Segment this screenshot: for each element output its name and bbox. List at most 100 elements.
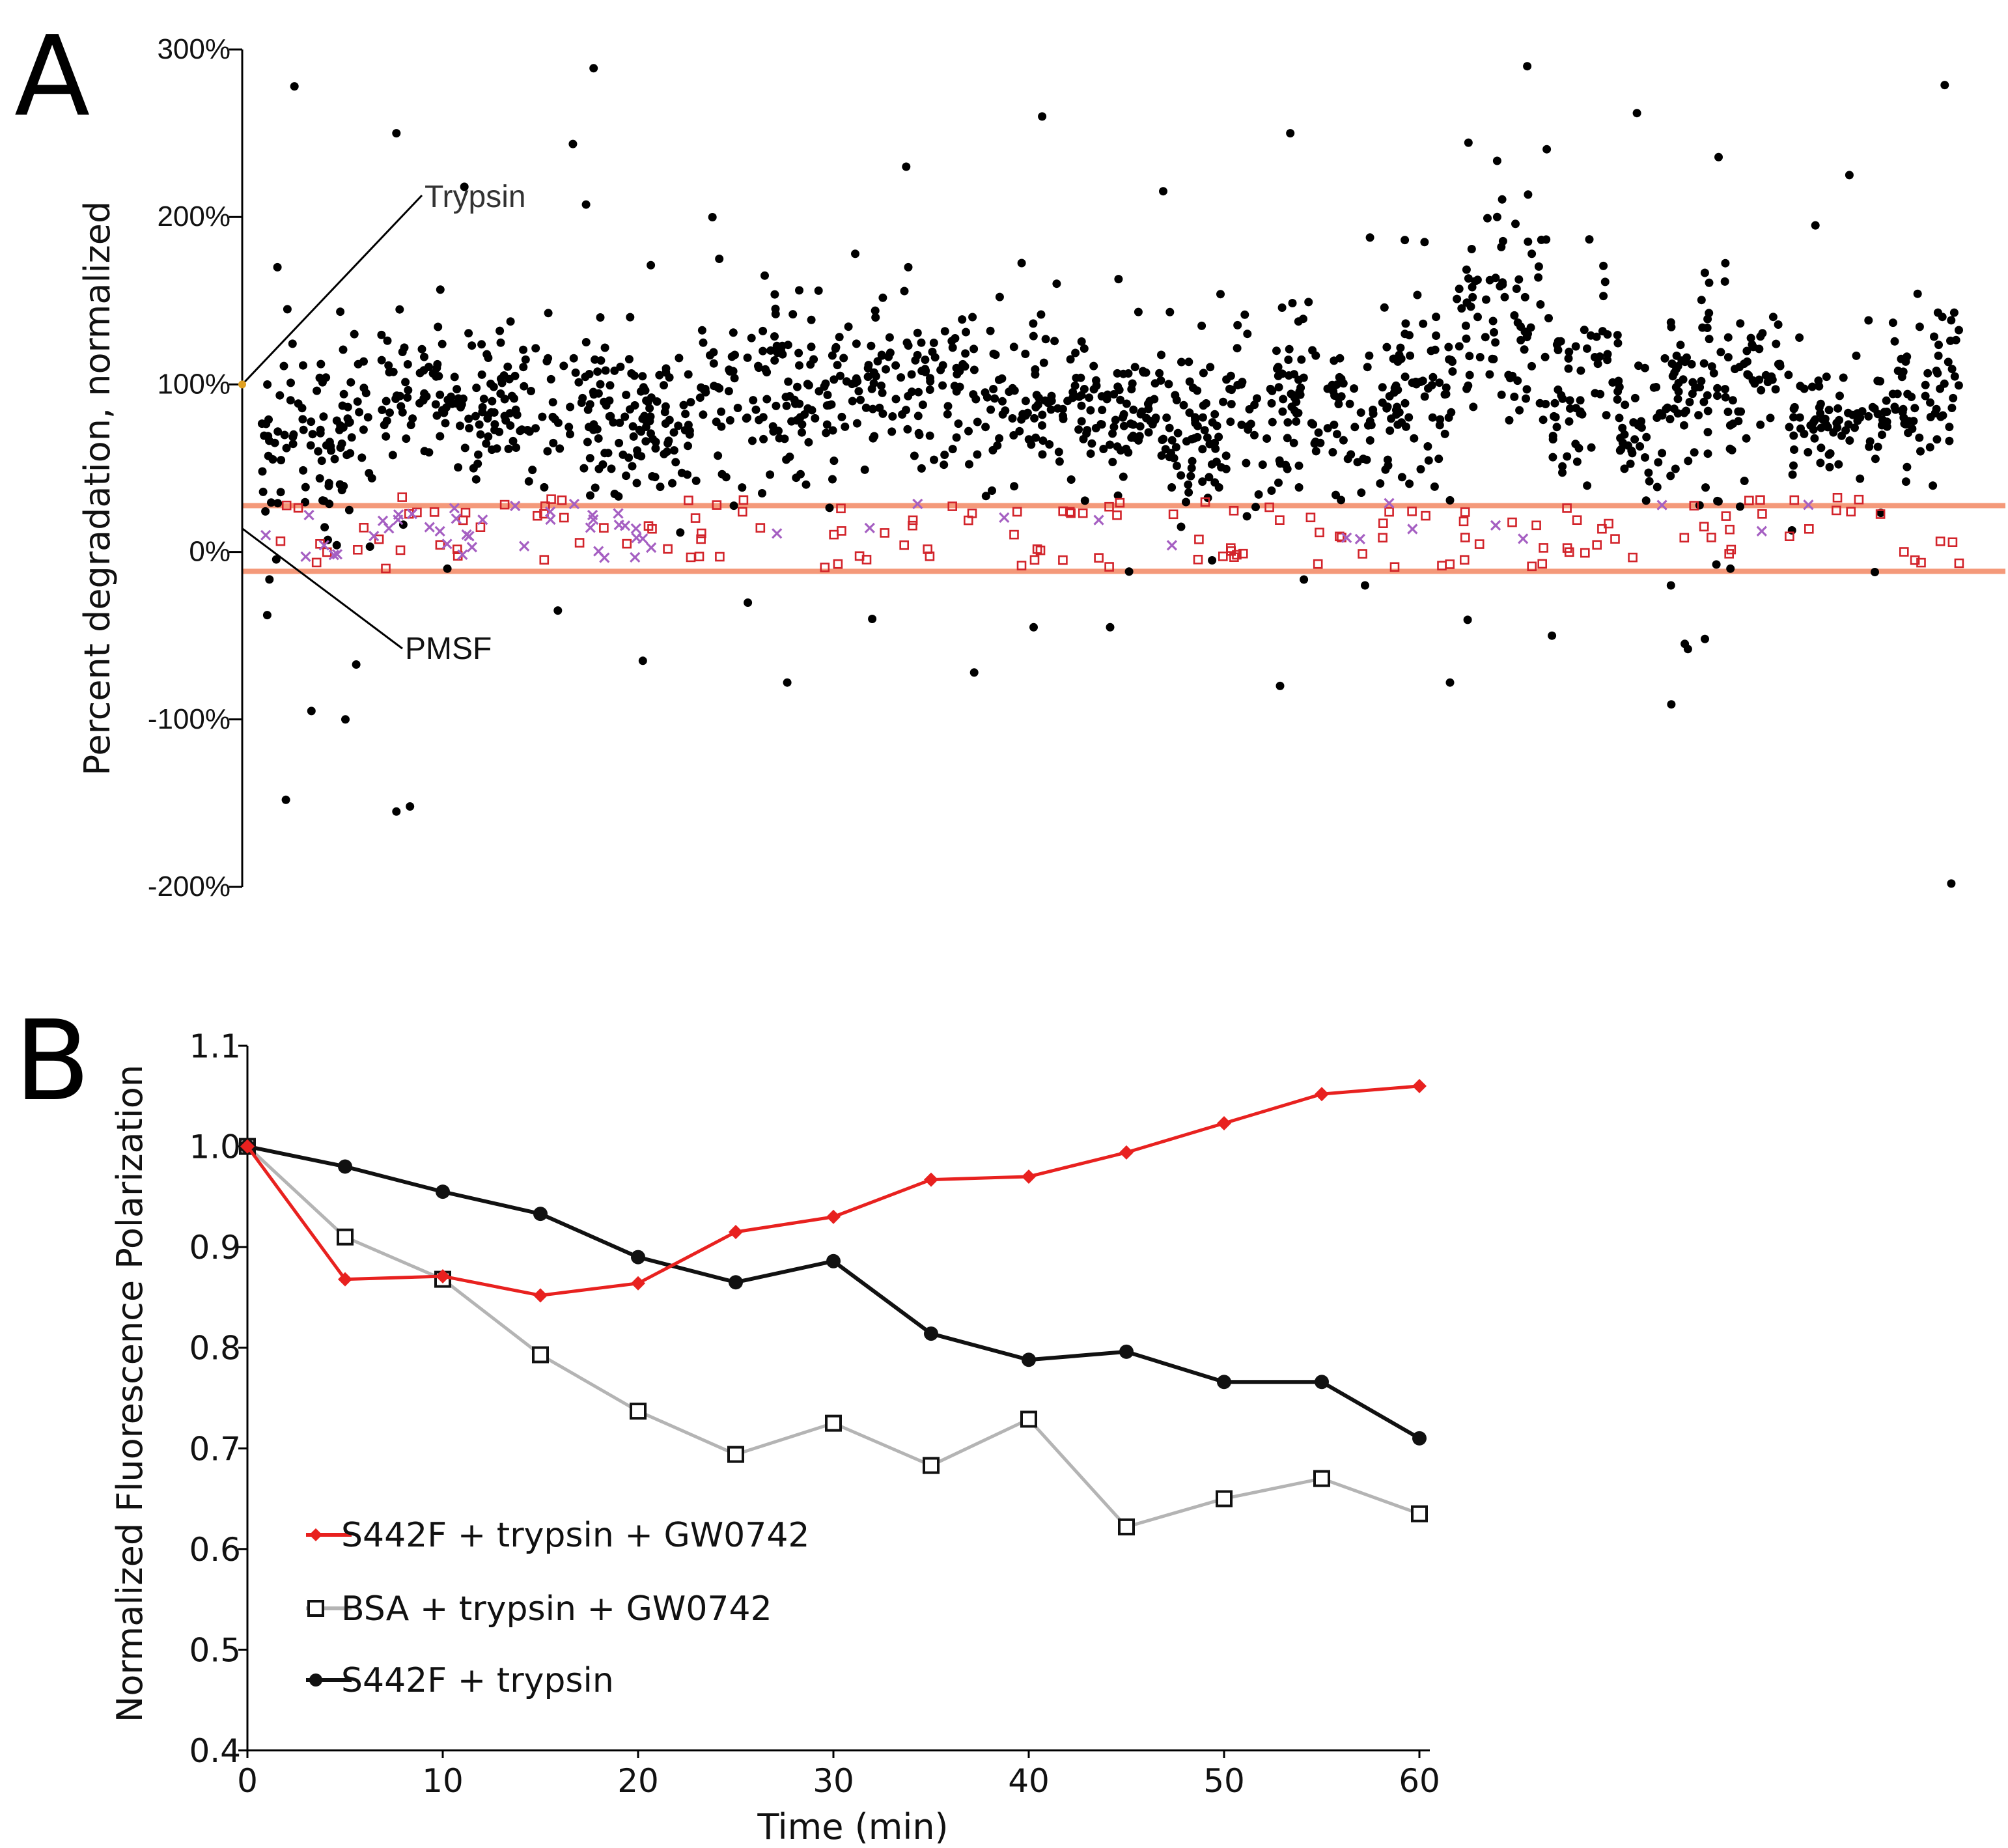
sample-point bbox=[1447, 408, 1456, 417]
sample-point bbox=[1485, 370, 1494, 379]
sample-point bbox=[770, 290, 779, 299]
sample-point bbox=[478, 402, 487, 412]
control-square-point bbox=[1035, 545, 1046, 555]
control-square-point bbox=[557, 495, 567, 505]
sample-point bbox=[1882, 396, 1891, 405]
sample-point bbox=[1217, 463, 1226, 472]
sample-point bbox=[344, 505, 354, 514]
sample-point bbox=[699, 385, 708, 395]
sample-point bbox=[1165, 423, 1174, 432]
sample-point bbox=[1233, 344, 1242, 353]
control-square-point bbox=[1275, 515, 1285, 525]
sample-point bbox=[1038, 410, 1047, 419]
sample-point bbox=[1654, 458, 1663, 467]
sample-point bbox=[488, 397, 497, 406]
control-cross-point bbox=[1518, 533, 1529, 544]
sample-point bbox=[1695, 383, 1705, 392]
sample-point bbox=[431, 400, 440, 409]
sample-point bbox=[377, 356, 386, 365]
sample-point bbox=[1279, 395, 1288, 404]
sample-point bbox=[1673, 395, 1682, 404]
sample-point bbox=[1179, 400, 1188, 410]
sample-point bbox=[730, 374, 739, 383]
sample-point bbox=[1074, 425, 1083, 434]
sample-point bbox=[1603, 356, 1612, 365]
control-square-point bbox=[1115, 497, 1125, 508]
sample-point bbox=[643, 397, 652, 406]
sample-point bbox=[1199, 369, 1208, 378]
control-square-point bbox=[1539, 543, 1548, 553]
sample-point bbox=[1159, 434, 1168, 443]
sample-point bbox=[1365, 351, 1374, 360]
sample-point bbox=[1092, 381, 1101, 390]
sample-point bbox=[622, 471, 631, 481]
sample-point bbox=[1237, 420, 1246, 429]
sample-point bbox=[1198, 477, 1207, 486]
sample-point bbox=[762, 368, 772, 377]
sample-point bbox=[1429, 372, 1438, 382]
control-square-point bbox=[696, 534, 706, 544]
sample-point bbox=[441, 403, 451, 412]
sample-point bbox=[1850, 423, 1859, 432]
sample-point bbox=[1055, 457, 1064, 466]
sample-point bbox=[555, 444, 565, 453]
sample-point bbox=[1822, 423, 1832, 432]
sample-point bbox=[583, 405, 593, 414]
control-square-point bbox=[1458, 516, 1469, 527]
sample-point bbox=[566, 430, 574, 439]
sample-point bbox=[1442, 383, 1451, 392]
sample-point bbox=[1267, 486, 1276, 495]
sample-point bbox=[1329, 387, 1338, 396]
sample-point bbox=[1723, 353, 1733, 362]
sample-point bbox=[436, 285, 445, 294]
sample-point bbox=[1182, 497, 1190, 507]
sample-point bbox=[1444, 343, 1453, 352]
sample-point bbox=[915, 430, 924, 440]
trypsin-annotation: Trypsin bbox=[425, 180, 526, 214]
sample-point bbox=[417, 344, 426, 354]
sample-point bbox=[1080, 344, 1089, 353]
sample-point bbox=[637, 427, 646, 436]
control-square-point bbox=[546, 494, 556, 504]
sample-point bbox=[1401, 319, 1410, 328]
sample-point bbox=[1401, 372, 1410, 382]
x-tick-label: 60 bbox=[1399, 1762, 1440, 1800]
sample-point bbox=[1473, 313, 1482, 322]
sample-point bbox=[559, 361, 568, 371]
sample-point bbox=[1572, 457, 1582, 466]
sample-point bbox=[1544, 314, 1553, 323]
sample-point bbox=[804, 438, 813, 447]
sample-point bbox=[1137, 407, 1147, 416]
sample-point bbox=[1167, 436, 1177, 445]
sample-point bbox=[860, 465, 869, 474]
sample-point bbox=[759, 434, 768, 443]
sample-point bbox=[543, 447, 552, 456]
sample-point bbox=[1445, 496, 1455, 505]
sample-point bbox=[1652, 483, 1662, 492]
sample-point bbox=[1274, 478, 1283, 487]
sample-point bbox=[1626, 459, 1635, 468]
control-square-point bbox=[533, 511, 542, 521]
sample-point bbox=[1144, 428, 1153, 437]
sample-point bbox=[1141, 368, 1150, 377]
outlier-point bbox=[406, 802, 415, 811]
sample-point bbox=[871, 306, 880, 315]
square-marker bbox=[825, 1414, 842, 1432]
sample-point bbox=[929, 339, 938, 347]
sample-point bbox=[352, 660, 361, 669]
sample-point bbox=[676, 528, 685, 537]
sample-point bbox=[1666, 471, 1675, 481]
sample-point bbox=[1357, 488, 1366, 497]
control-square-point bbox=[1378, 533, 1387, 543]
control-cross-point bbox=[510, 500, 521, 512]
sample-point bbox=[1457, 304, 1466, 313]
sample-point bbox=[441, 419, 450, 428]
sample-point bbox=[1292, 417, 1301, 426]
outlier-point bbox=[341, 715, 350, 724]
control-cross-point bbox=[393, 509, 404, 520]
sample-point bbox=[1945, 436, 1954, 445]
sample-point bbox=[1787, 526, 1796, 535]
diamond-marker bbox=[309, 1528, 322, 1541]
sample-point bbox=[1294, 483, 1304, 492]
sample-point bbox=[1891, 405, 1900, 414]
